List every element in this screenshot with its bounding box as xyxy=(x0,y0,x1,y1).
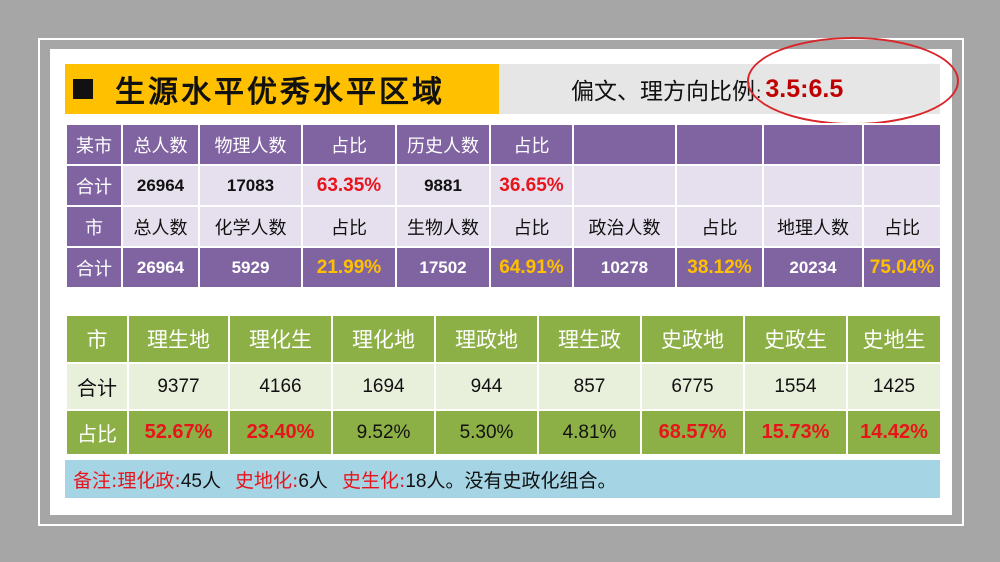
subject-table-row: 合计 26964 17083 63.35% 9881 36.65% xyxy=(65,164,942,207)
table-cell: 史政生 xyxy=(743,314,848,364)
note-item-value: 45人 xyxy=(180,470,221,492)
combo-ratio-row: 占比 52.67% 23.40% 9.52% 5.30% 4.81% 68.57… xyxy=(65,409,942,456)
table-cell: 4.81% xyxy=(537,409,642,456)
square-bullet-icon xyxy=(73,79,93,99)
table-cell: 21.99% xyxy=(301,246,397,289)
table-cell xyxy=(675,164,764,207)
note-item-label: 理化政: xyxy=(117,469,181,492)
slide: 生源水平优秀水平区域 偏文、理方向比例:3.5:6.5 某市 总人数 物理人数 … xyxy=(50,37,959,515)
table-cell: 6775 xyxy=(640,362,745,411)
table-cell: 占比 xyxy=(489,205,574,248)
table-cell: 合计 xyxy=(65,164,123,207)
table-cell: 26964 xyxy=(121,164,200,207)
table-cell: 占比 xyxy=(489,123,574,166)
table-cell: 市 xyxy=(65,205,123,248)
table-cell: 75.04% xyxy=(862,246,942,289)
note-item-label: 史地化: xyxy=(234,469,299,492)
table-cell: 14.42% xyxy=(846,409,942,456)
table-cell: 5929 xyxy=(198,246,303,289)
table-cell: 占比 xyxy=(301,205,397,248)
table-cell xyxy=(572,123,677,166)
table-cell: 理生地 xyxy=(127,314,230,364)
highlight-ellipse xyxy=(747,37,959,125)
combo-totals-row: 合计 9377 4166 1694 944 857 6775 1554 1425 xyxy=(65,362,942,411)
table-cell: 9.52% xyxy=(331,409,436,456)
table-cell: 10278 xyxy=(572,246,677,289)
note-prefix: 备注: xyxy=(73,469,118,492)
subject-table-row: 合计 26964 5929 21.99% 17502 64.91% 10278 … xyxy=(65,246,942,289)
table-cell: 38.12% xyxy=(675,246,764,289)
table-cell: 理化地 xyxy=(331,314,436,364)
subject-table: 某市 总人数 物理人数 占比 历史人数 占比 合计 26964 17083 63… xyxy=(65,123,942,289)
table-cell: 史政地 xyxy=(640,314,745,364)
table-cell: 占比 xyxy=(65,409,129,456)
table-cell: 合计 xyxy=(65,362,129,411)
table-cell: 1694 xyxy=(331,362,436,411)
ratio-label: 偏文、理方向比例 xyxy=(571,79,755,105)
table-cell: 52.67% xyxy=(127,409,230,456)
table-cell: 17502 xyxy=(395,246,491,289)
table-cell: 占比 xyxy=(862,205,942,248)
table-cell: 1554 xyxy=(743,362,848,411)
combo-header-row: 市 理生地 理化生 理化地 理政地 理生政 史政地 史政生 史地生 xyxy=(65,314,942,364)
note-item-value: 6人 xyxy=(298,470,328,492)
table-cell: 1425 xyxy=(846,362,942,411)
table-cell: 63.35% xyxy=(301,164,397,207)
table-cell: 5.30% xyxy=(434,409,539,456)
table-cell xyxy=(762,123,864,166)
table-cell xyxy=(862,164,942,207)
table-cell: 某市 xyxy=(65,123,123,166)
table-cell: 生物人数 xyxy=(395,205,491,248)
table-cell: 理政地 xyxy=(434,314,539,364)
note-bar: 备注: 理化政: 45人 史地化: 6人 史生化: 18人 。没有史政化组合。 xyxy=(65,460,940,498)
table-cell: 理化生 xyxy=(228,314,333,364)
table-cell xyxy=(572,164,677,207)
table-cell: 9881 xyxy=(395,164,491,207)
table-cell: 史地生 xyxy=(846,314,942,364)
table-cell: 4166 xyxy=(228,362,333,411)
note-item-value: 18人 xyxy=(405,470,446,492)
table-cell: 地理人数 xyxy=(762,205,864,248)
table-cell: 合计 xyxy=(65,246,123,289)
table-cell xyxy=(762,164,864,207)
table-cell: 857 xyxy=(537,362,642,411)
table-cell: 17083 xyxy=(198,164,303,207)
table-cell: 64.91% xyxy=(489,246,574,289)
subject-table-row: 市 总人数 化学人数 占比 生物人数 占比 政治人数 占比 地理人数 占比 xyxy=(65,205,942,248)
table-cell xyxy=(675,123,764,166)
table-cell: 36.65% xyxy=(489,164,574,207)
table-cell: 23.40% xyxy=(228,409,333,456)
table-cell: 市 xyxy=(65,314,129,364)
page-title: 生源水平优秀水平区域 xyxy=(115,75,445,110)
table-cell: 944 xyxy=(434,362,539,411)
combo-table: 市 理生地 理化生 理化地 理政地 理生政 史政地 史政生 史地生 合计 937… xyxy=(65,314,942,456)
table-cell: 9377 xyxy=(127,362,230,411)
table-cell: 26964 xyxy=(121,246,200,289)
table-cell: 总人数 xyxy=(121,123,200,166)
table-cell xyxy=(862,123,942,166)
table-cell: 政治人数 xyxy=(572,205,677,248)
table-cell: 化学人数 xyxy=(198,205,303,248)
slide-frame xyxy=(38,38,964,526)
table-cell: 20234 xyxy=(762,246,864,289)
table-cell: 15.73% xyxy=(743,409,848,456)
table-cell: 总人数 xyxy=(121,205,200,248)
table-cell: 理生政 xyxy=(537,314,642,364)
table-cell: 历史人数 xyxy=(395,123,491,166)
table-cell: 占比 xyxy=(675,205,764,248)
subject-table-row: 某市 总人数 物理人数 占比 历史人数 占比 xyxy=(65,123,942,166)
note-suffix: 。没有史政化组合。 xyxy=(445,469,617,492)
table-cell: 68.57% xyxy=(640,409,745,456)
title-bar: 生源水平优秀水平区域 xyxy=(65,64,499,114)
note-item-label: 史生化: xyxy=(341,469,406,492)
table-cell: 占比 xyxy=(301,123,397,166)
table-cell: 物理人数 xyxy=(198,123,303,166)
